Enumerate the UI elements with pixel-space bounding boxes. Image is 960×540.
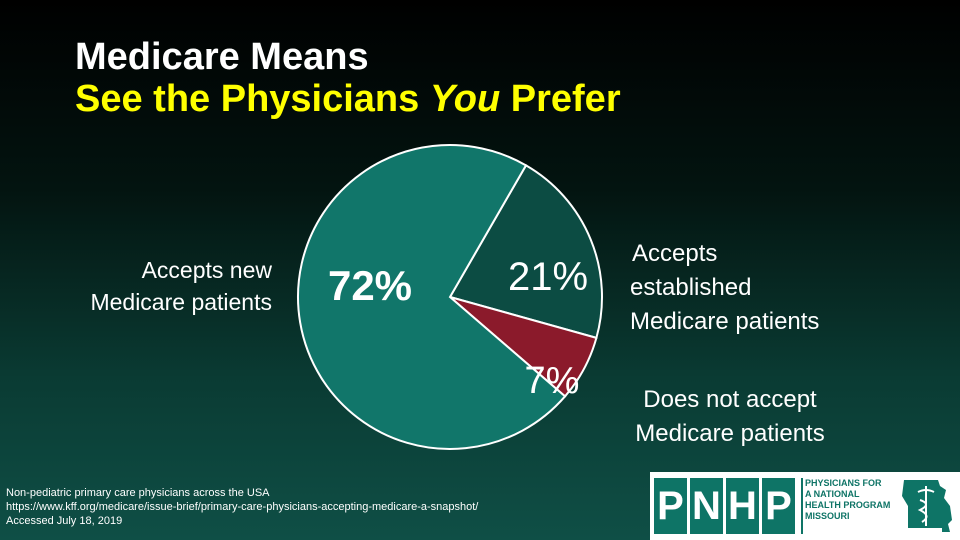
source-url: https://www.kff.org/medicare/issue-brief… xyxy=(6,501,479,513)
logo-letter: N xyxy=(690,478,723,534)
pnhp-logo: P N H P PHYSICIANS FOR A NATIONAL HEALTH… xyxy=(650,472,960,540)
source-note: Non-pediatric primary care physicians ac… xyxy=(6,486,478,528)
label-accepts-new-line-1: Accepts new xyxy=(141,257,272,283)
logo-tag-line: MISSOURI xyxy=(805,511,850,521)
source-accessed: Accessed July 18, 2019 xyxy=(6,515,123,527)
title-line-2-pre: See the Physicians xyxy=(75,78,430,120)
logo-letter: H xyxy=(726,478,759,534)
label-established-line-2: established xyxy=(630,274,752,301)
label-not-accept-line-2: Medicare patients xyxy=(635,420,825,447)
logo-letter: P xyxy=(654,478,687,534)
logo-tag-line: HEALTH PROGRAM xyxy=(805,500,891,510)
label-not-accept-line-1: Does not accept xyxy=(643,386,817,413)
slice-percent-label: 7% xyxy=(525,360,580,402)
logo-tag-line: A NATIONAL xyxy=(805,489,860,499)
label-accepts-established: Accepts established Medicare patients xyxy=(630,237,890,339)
logo-letters: P N H P xyxy=(654,478,795,534)
label-established-line-1: Accepts xyxy=(632,240,718,267)
slide-title: Medicare Means See the Physicians You Pr… xyxy=(75,36,621,120)
slice-percent-label: 72% xyxy=(328,262,412,309)
missouri-caduceus-icon xyxy=(902,480,952,532)
slice-percent-label: 21% xyxy=(508,255,588,299)
slice-accepts-established xyxy=(448,163,603,340)
label-does-not-accept: Does not accept Medicare patients xyxy=(600,383,860,451)
title-line-2-emphasis: You xyxy=(429,78,501,120)
logo-letter: P xyxy=(762,478,795,534)
label-accepts-new-line-2: Medicare patients xyxy=(90,289,272,315)
slice-accepts-new xyxy=(297,144,567,450)
source-line-1: Non-pediatric primary care physicians ac… xyxy=(6,487,270,499)
title-line-2: See the Physicians You Prefer xyxy=(75,78,621,120)
label-accepts-new: Accepts new Medicare patients xyxy=(12,254,272,318)
title-line-2-post: Prefer xyxy=(500,78,621,120)
logo-tag-line: PHYSICIANS FOR xyxy=(805,478,882,488)
label-established-line-3: Medicare patients xyxy=(630,308,820,335)
title-line-1: Medicare Means xyxy=(75,36,369,78)
logo-tagline: PHYSICIANS FOR A NATIONAL HEALTH PROGRAM… xyxy=(801,478,893,534)
